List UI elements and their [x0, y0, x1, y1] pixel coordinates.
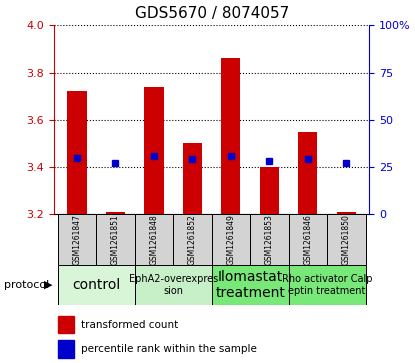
Text: Ilomastat
treatment: Ilomastat treatment [215, 270, 285, 300]
Bar [183, 143, 202, 214]
Text: percentile rank within the sample: percentile rank within the sample [81, 344, 257, 354]
Bar [173, 214, 212, 265]
Text: GSM1261848: GSM1261848 [149, 214, 159, 265]
Bar [58, 315, 74, 333]
Text: Rho activator Calp
eptin treatment: Rho activator Calp eptin treatment [282, 274, 372, 296]
Bar [337, 212, 356, 214]
Text: GSM1261849: GSM1261849 [226, 214, 235, 265]
Bar [288, 214, 327, 265]
Text: GSM1261850: GSM1261850 [342, 214, 351, 265]
Text: transformed count: transformed count [81, 320, 178, 330]
Text: GSM1261853: GSM1261853 [265, 214, 274, 265]
Bar [260, 167, 279, 214]
Bar [58, 265, 135, 305]
Text: GSM1261851: GSM1261851 [111, 214, 120, 265]
Bar [135, 214, 173, 265]
Bar [288, 265, 366, 305]
Bar [67, 91, 87, 214]
Bar [250, 214, 288, 265]
Text: GSM1261852: GSM1261852 [188, 214, 197, 265]
Bar [135, 265, 212, 305]
Text: ▶: ▶ [44, 280, 52, 290]
Bar [212, 214, 250, 265]
Bar [298, 132, 317, 214]
Bar [212, 265, 288, 305]
Bar [96, 214, 135, 265]
Bar [327, 214, 366, 265]
Bar [58, 340, 74, 358]
Text: GSM1261847: GSM1261847 [73, 214, 81, 265]
Text: protocol: protocol [4, 280, 49, 290]
Text: GSM1261846: GSM1261846 [303, 214, 312, 265]
Bar [144, 87, 164, 214]
Bar [58, 214, 96, 265]
Text: control: control [72, 278, 120, 292]
Bar [221, 58, 241, 214]
Title: GDS5670 / 8074057: GDS5670 / 8074057 [134, 7, 289, 21]
Text: EphA2-overexpres
sion: EphA2-overexpres sion [129, 274, 218, 296]
Bar [106, 212, 125, 214]
